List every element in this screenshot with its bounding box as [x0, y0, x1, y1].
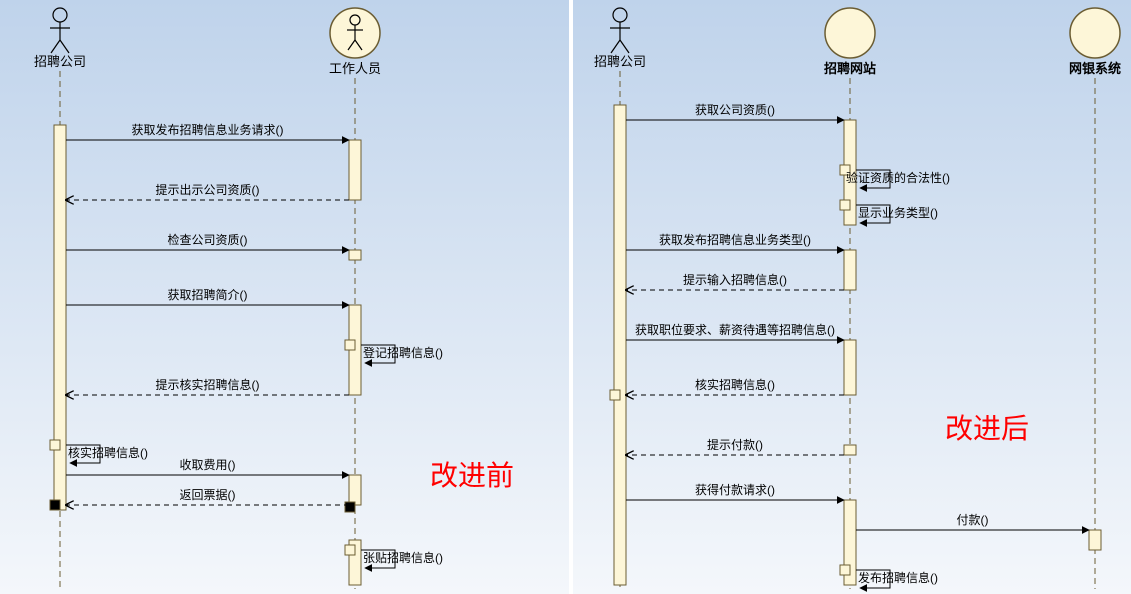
activation-bar — [844, 340, 856, 395]
self-message-label: 发布招聘信息() — [858, 570, 938, 585]
self-message-label: 核实招聘信息() — [68, 445, 148, 460]
activation-bar — [54, 125, 66, 510]
actor-system-icon — [330, 8, 380, 58]
message-label: 获取招聘简介() — [168, 288, 248, 302]
message-label: 检查公司资质() — [168, 232, 248, 247]
message-label: 提示核实招聘信息() — [156, 377, 260, 392]
execution-marker — [345, 545, 355, 555]
activation-bar — [844, 445, 856, 455]
message-label: 返回票据() — [180, 488, 236, 502]
activation-bar — [349, 140, 361, 200]
actor-label: 招聘网站 — [824, 61, 876, 76]
message-label: 获取发布招聘信息业务类型() — [659, 232, 811, 247]
message-label: 提示输入招聘信息() — [683, 272, 787, 287]
actor-system-icon — [1070, 8, 1120, 58]
self-message-label: 显示业务类型() — [858, 205, 938, 220]
execution-marker — [50, 500, 60, 510]
execution-marker — [345, 340, 355, 350]
activation-bar — [349, 250, 361, 260]
self-message-label: 张贴招聘信息() — [363, 550, 443, 565]
message-label: 付款() — [957, 513, 989, 527]
execution-marker — [50, 440, 60, 450]
message-label: 获得付款请求() — [695, 482, 775, 497]
actor-system-icon — [825, 8, 875, 58]
self-message-label: 登记招聘信息() — [363, 345, 443, 360]
activation-bar — [844, 250, 856, 290]
actor-label: 网银系统 — [1069, 61, 1121, 76]
annotation-text: 改进前 — [430, 460, 514, 491]
message-label: 获取发布招聘信息业务请求() — [132, 122, 284, 137]
actor-label: 工作人员 — [329, 61, 381, 76]
message-label: 获取职位要求、薪资待遇等招聘信息() — [635, 322, 835, 337]
execution-marker — [345, 502, 355, 512]
annotation-text: 改进后 — [945, 413, 1029, 444]
actor-label: 招聘公司 — [594, 54, 646, 69]
execution-marker — [840, 565, 850, 575]
message-label: 收取费用() — [180, 458, 236, 472]
self-message-label: 验证资质的合法性() — [846, 170, 950, 185]
message-label: 核实招聘信息() — [695, 377, 775, 392]
activation-bar — [1089, 530, 1101, 550]
activation-bar — [614, 105, 626, 585]
message-label: 提示出示公司资质() — [156, 182, 260, 197]
execution-marker — [610, 390, 620, 400]
message-label: 提示付款() — [707, 437, 763, 452]
sequence-diagram: 招聘公司 工作人员获取发布招聘信息业务请求() 提示出示公司资质() 检查公司资质()… — [0, 0, 1131, 594]
message-label: 获取公司资质() — [695, 103, 775, 117]
execution-marker — [840, 200, 850, 210]
actor-label: 招聘公司 — [34, 54, 86, 69]
activation-bar — [349, 475, 361, 505]
